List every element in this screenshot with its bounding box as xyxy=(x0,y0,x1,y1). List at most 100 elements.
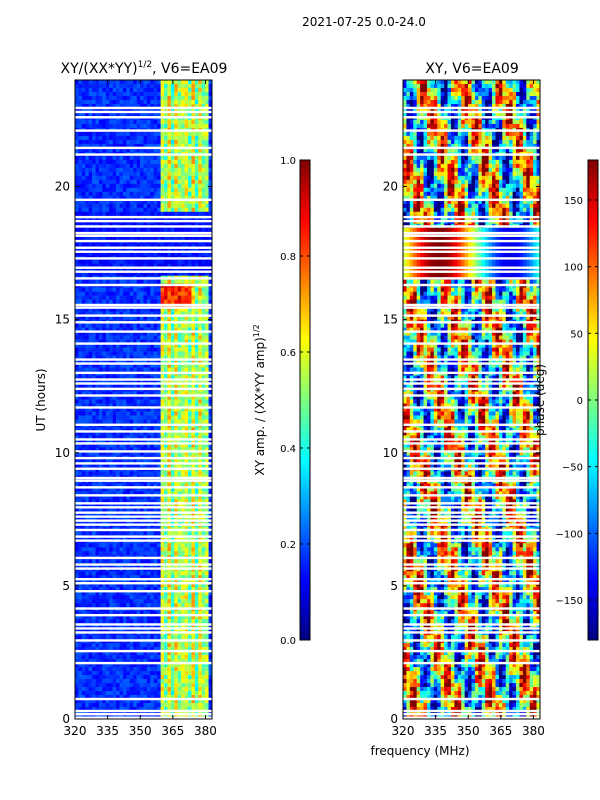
heatmap-cell xyxy=(126,331,131,336)
heatmap-cell xyxy=(92,279,96,284)
heatmap-cell xyxy=(143,287,148,292)
heatmap-cell xyxy=(157,111,161,117)
heatmap-cell xyxy=(95,379,100,384)
heatmap-cell xyxy=(122,267,127,272)
heatmap-cell xyxy=(170,211,175,217)
heatmap-cell xyxy=(136,111,141,117)
heatmap-cell xyxy=(181,323,185,328)
heatmap-cell xyxy=(167,307,172,312)
heatmap-cell xyxy=(92,103,96,109)
heatmap-cell xyxy=(75,287,79,292)
heatmap-cell xyxy=(133,183,137,189)
heatmap-cell xyxy=(92,87,96,93)
heatmap-cell xyxy=(88,431,93,436)
heatmap-cell xyxy=(194,279,199,284)
heatmap-cell xyxy=(116,251,120,257)
heatmap-cell xyxy=(102,323,107,328)
heatmap-cell xyxy=(174,211,179,217)
heatmap-cell xyxy=(85,487,89,492)
heatmap-cell xyxy=(177,395,182,400)
heatmap-cell xyxy=(153,207,158,213)
heatmap-cell xyxy=(98,331,103,336)
heatmap-cell xyxy=(126,383,131,388)
heatmap-cell xyxy=(146,435,151,440)
heatmap-cell xyxy=(198,307,203,312)
heatmap-cell xyxy=(150,459,155,464)
heatmap-cell xyxy=(205,199,209,205)
heatmap-cell xyxy=(116,335,120,340)
heatmap-cell xyxy=(184,451,189,456)
heatmap-cell xyxy=(126,131,131,137)
heatmap-cell xyxy=(181,347,185,352)
heatmap-cell xyxy=(102,459,107,464)
heatmap-cell xyxy=(181,503,185,508)
heatmap-cell xyxy=(88,359,93,364)
heatmap-cell xyxy=(143,99,148,105)
heatmap-cell xyxy=(174,139,179,145)
heatmap-cell xyxy=(177,279,182,284)
heatmap-cell xyxy=(191,167,196,173)
heatmap-cell xyxy=(150,107,155,113)
heatmap-cell xyxy=(122,379,127,384)
heatmap-cell xyxy=(205,87,209,93)
heatmap-cell xyxy=(194,379,199,384)
heatmap-cell xyxy=(201,443,206,448)
heatmap-cell xyxy=(88,259,93,265)
heatmap-cell xyxy=(174,347,179,352)
heatmap-cell xyxy=(81,355,86,360)
heatmap-cell xyxy=(198,171,203,177)
heatmap-cell xyxy=(116,119,120,125)
heatmap-cell xyxy=(140,311,144,316)
heatmap-cell xyxy=(194,331,199,336)
heatmap-cell xyxy=(201,95,206,101)
heatmap-cell xyxy=(116,287,120,292)
heatmap-cell xyxy=(177,463,182,468)
heatmap-cell xyxy=(194,383,199,388)
heatmap-cell xyxy=(102,179,107,185)
heatmap-cell xyxy=(116,547,120,552)
heatmap-cell xyxy=(208,227,213,233)
heatmap-cell xyxy=(109,483,113,488)
heatmap-cell xyxy=(98,435,103,440)
heatmap-cell xyxy=(143,155,148,161)
heatmap-cell xyxy=(143,575,148,580)
heatmap-cell xyxy=(177,459,182,464)
heatmap-cell xyxy=(78,227,83,233)
heatmap-cell xyxy=(75,307,79,312)
heatmap-cell xyxy=(85,251,89,257)
heatmap-cell xyxy=(105,463,110,468)
heatmap-cell xyxy=(205,411,209,416)
heatmap-cell xyxy=(98,427,103,432)
heatmap-cell xyxy=(198,491,203,496)
heatmap-cell xyxy=(170,279,175,284)
heatmap-cell xyxy=(201,351,206,356)
heatmap-cell xyxy=(119,439,124,444)
heatmap-cell xyxy=(153,379,158,384)
heatmap-cell xyxy=(174,167,179,173)
heatmap-cell xyxy=(75,291,79,296)
heatmap-cell xyxy=(167,487,172,492)
heatmap-cell xyxy=(201,147,206,153)
heatmap-cell xyxy=(143,375,148,380)
heatmap-cell xyxy=(164,403,168,408)
heatmap-cell xyxy=(102,107,107,113)
heatmap-cell xyxy=(191,251,196,257)
heatmap-cell xyxy=(188,191,192,197)
heatmap-cell xyxy=(170,123,175,129)
heatmap-cell xyxy=(164,471,168,476)
heatmap-cell xyxy=(136,323,141,328)
heatmap-cell xyxy=(78,163,83,169)
heatmap-cell xyxy=(126,507,131,512)
heatmap-cell xyxy=(116,191,120,197)
heatmap-cell xyxy=(146,483,151,488)
heatmap-cell xyxy=(105,351,110,356)
heatmap-cell xyxy=(157,191,161,197)
heatmap-cell xyxy=(191,355,196,360)
heatmap-cell xyxy=(167,175,172,181)
heatmap-cell xyxy=(143,131,148,137)
heatmap-cell xyxy=(133,311,137,316)
heatmap-cell xyxy=(78,167,83,173)
heatmap-cell xyxy=(109,267,113,272)
heatmap-cell xyxy=(85,143,89,149)
heatmap-cell xyxy=(119,123,124,129)
